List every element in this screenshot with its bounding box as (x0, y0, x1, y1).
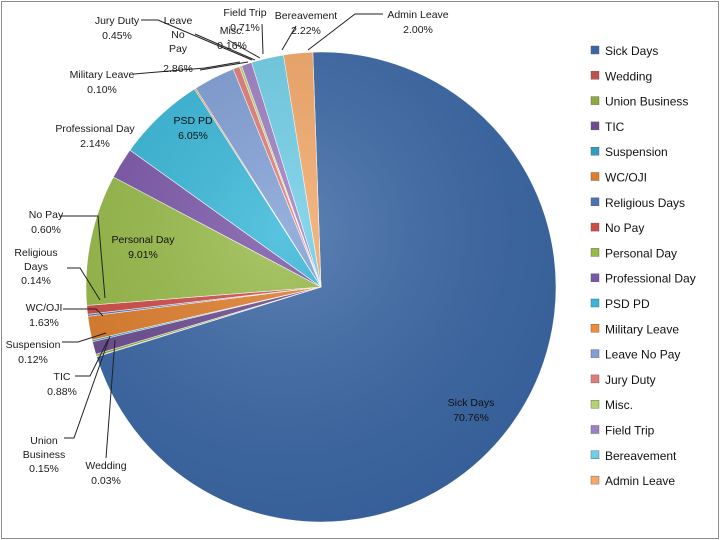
data-label-military-leave: Military Leave 0.10% (70, 69, 135, 96)
data-label-sick-days: Sick Days 70.76% (448, 397, 495, 424)
leader-line (67, 267, 101, 301)
legend-swatch-admin-leave (590, 475, 600, 485)
pie-slices (85, 51, 557, 523)
leader-line (199, 61, 249, 71)
legend-swatch-misc (590, 400, 600, 409)
legend-label-union-business: Union Business (605, 95, 688, 109)
data-label-wc-oji: WC/OJI 1.63% (26, 302, 63, 329)
data-label-2-86: 2.86% (163, 63, 193, 75)
legend-swatch-jury-duty (590, 374, 600, 384)
legend-label-psd-pd: PSD PD (605, 297, 650, 311)
leader-line (227, 39, 261, 59)
legend-label-personal-day: Personal Day (605, 246, 677, 260)
legend-swatch-professional-day (590, 273, 600, 282)
leader-line (194, 33, 256, 61)
data-label-union: Union Business 0.15% (23, 435, 66, 475)
leader-line (75, 339, 109, 377)
legend-label-leave-no-pay: Leave No Pay (605, 348, 680, 362)
data-label-no-pay: No Pay 0.60% (29, 209, 64, 236)
legend-label-sick-days: Sick Days (605, 44, 658, 58)
data-label-suspension: Suspension 0.12% (6, 339, 61, 366)
data-label-religious: Religious Days 0.14% (14, 247, 57, 287)
legend-swatch-suspension (590, 146, 600, 156)
legend-swatch-wedding (590, 71, 600, 80)
legend-swatch-field-trip (590, 425, 600, 434)
legend-label-tic: TIC (605, 120, 625, 134)
legend-label-wedding: Wedding (605, 69, 652, 83)
legend-swatch-sick-days (590, 45, 600, 55)
legend: Sick Days Wedding Union Business TIC Suspens… (590, 44, 696, 488)
data-label-bereavement: Bereavement 2.22% (275, 10, 338, 37)
legend-label-no-pay: No Pay (605, 221, 644, 235)
leader-line (281, 25, 297, 51)
legend-label-professional-day: Professional Day (605, 272, 696, 286)
legend-label-jury-duty: Jury Duty (605, 373, 656, 387)
data-label-admin-leave: Admin Leave 2.00% (387, 9, 448, 36)
legend-swatch-no-pay (590, 222, 600, 232)
leader-line (60, 215, 106, 299)
legend-label-suspension: Suspension (605, 145, 668, 159)
legend-label-wc-oji: WC/OJI (605, 171, 647, 185)
leader-line (261, 23, 264, 55)
legend-label-religious-days: Religious Days (605, 196, 685, 210)
legend-label-military-leave: Military Leave (605, 322, 679, 336)
data-label-professional-day: Professional Day 2.14% (55, 123, 135, 150)
data-label-field-trip: Field Trip 0.71% (223, 7, 266, 34)
leader-line (307, 13, 383, 51)
legend-swatch-union-business (590, 96, 600, 105)
data-label-jury-duty: Jury Duty 0.45% (95, 15, 140, 42)
legend-swatch-leave-no-pay (590, 349, 600, 358)
legend-label-bereavement: Bereavement (605, 449, 677, 463)
legend-swatch-tic (590, 121, 600, 131)
legend-swatch-personal-day (590, 248, 600, 257)
data-label-personal-day: Personal Day 9.01% (111, 234, 175, 261)
legend-swatch-religious-days (590, 197, 600, 207)
legend-swatch-psd-pd (590, 298, 600, 308)
leader-line (133, 61, 241, 75)
leader-lines (60, 13, 383, 459)
data-label-leave: Leave No Pay (164, 15, 193, 55)
data-label-wedding: Wedding 0.03% (85, 460, 126, 487)
leader-line (105, 339, 116, 459)
leader-line (141, 19, 253, 61)
leader-line (62, 332, 107, 343)
legend-swatch-military-leave (590, 324, 600, 333)
data-label-psd-pd: PSD PD 6.05% (173, 115, 213, 142)
legend-label-misc: Misc. (605, 398, 633, 412)
leader-line (64, 335, 111, 439)
legend-label-field-trip: Field Trip (605, 424, 655, 438)
data-label-tic: TIC 0.88% (47, 371, 77, 398)
legend-swatch-wc-oji (590, 172, 600, 181)
data-labels: Jury Duty 0.45% Leave No Pay 2.86% Misc. 0.16%F… (6, 7, 495, 487)
data-label-misc: Misc. 0.16% (217, 25, 247, 52)
legend-swatch-bereavement (590, 450, 600, 459)
legend-label-admin-leave: Admin Leave (605, 474, 675, 488)
leader-line (63, 308, 104, 317)
